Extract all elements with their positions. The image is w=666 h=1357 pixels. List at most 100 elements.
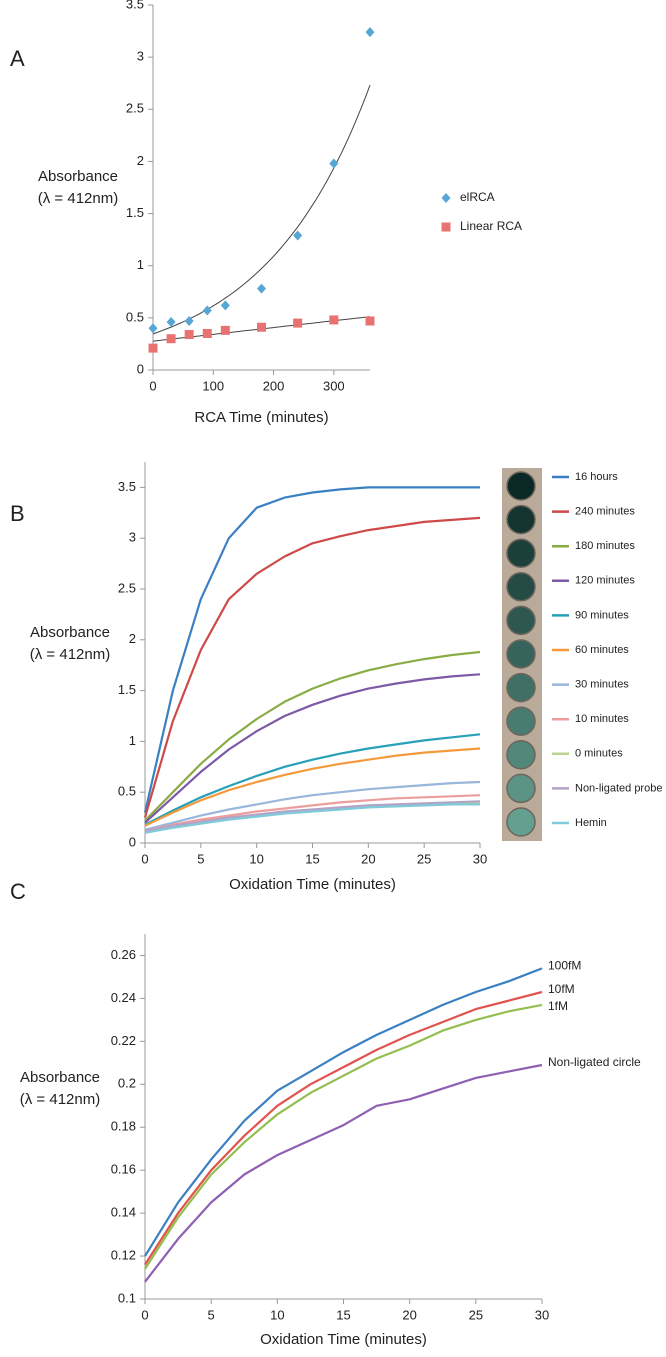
- y-tick-label: 3: [137, 49, 144, 64]
- y-tick-label: 2: [129, 631, 136, 646]
- point: [220, 325, 230, 335]
- y-tick-label: 0.5: [118, 784, 136, 799]
- y-tick-label: 1.5: [126, 205, 144, 220]
- legend-label: 90 minutes: [575, 609, 629, 621]
- y-tick-label: 0: [137, 361, 144, 376]
- line-end-label: Non-ligated circle: [548, 1055, 641, 1069]
- line: [144, 733, 481, 826]
- legend-label: 0 minutes: [575, 748, 623, 760]
- point: [184, 330, 194, 340]
- y-axis-label: Absorbance: [30, 624, 110, 641]
- point: [365, 316, 375, 326]
- x-axis-label: Oxidation Time (minutes): [260, 1331, 427, 1348]
- y-tick-label: 0.12: [111, 1247, 136, 1262]
- y-tick-label: 3: [129, 530, 136, 545]
- well: [506, 706, 536, 736]
- line: [144, 1003, 543, 1270]
- well: [506, 740, 536, 770]
- legend-marker: [441, 193, 451, 203]
- y-axis-label: Absorbance: [38, 168, 118, 185]
- legend-label: 180 minutes: [575, 540, 635, 552]
- x-tick-label: 20: [402, 1307, 416, 1322]
- line: [144, 747, 481, 827]
- point: [166, 334, 176, 344]
- well: [506, 605, 536, 636]
- point: [293, 230, 303, 241]
- y-tick-label: 2.5: [126, 101, 144, 116]
- x-tick-label: 25: [469, 1307, 483, 1322]
- y-axis-label: (λ = 412nm): [20, 1091, 100, 1108]
- y-tick-label: 1: [129, 733, 136, 748]
- panel-label: A: [10, 46, 25, 71]
- x-tick-label: 20: [361, 851, 375, 866]
- y-tick-label: 0: [129, 834, 136, 849]
- point: [329, 158, 339, 169]
- legend-label: 30 minutes: [575, 679, 629, 691]
- legend-label: 240 minutes: [575, 506, 635, 518]
- point: [202, 329, 212, 338]
- well: [506, 471, 536, 501]
- line: [144, 990, 543, 1266]
- y-tick-label: 2.5: [118, 580, 136, 595]
- x-axis-label: Oxidation Time (minutes): [229, 876, 396, 893]
- x-tick-label: 30: [473, 851, 487, 866]
- y-tick-label: 3.5: [126, 0, 144, 11]
- well: [506, 672, 536, 703]
- x-tick-label: 30: [535, 1307, 549, 1322]
- line: [144, 800, 481, 832]
- line: [144, 794, 481, 832]
- x-tick-label: 300: [323, 378, 345, 393]
- legend-marker: [441, 222, 451, 232]
- y-tick-label: 0.18: [111, 1119, 136, 1134]
- point: [220, 300, 230, 311]
- well: [506, 639, 536, 669]
- y-tick-label: 3.5: [118, 479, 136, 494]
- line: [144, 780, 481, 831]
- x-tick-label: 0: [141, 1307, 148, 1322]
- line: [144, 967, 543, 1257]
- legend-label: Hemin: [575, 817, 607, 829]
- y-axis-label: (λ = 412nm): [30, 646, 110, 663]
- y-axis-label: (λ = 412nm): [38, 190, 118, 207]
- legend-label: 60 minutes: [575, 644, 629, 656]
- x-tick-label: 5: [208, 1307, 215, 1322]
- panel-label: B: [10, 501, 25, 526]
- point: [148, 343, 158, 353]
- point: [202, 305, 212, 316]
- line-end-label: 10fM: [548, 982, 575, 996]
- y-tick-label: 0.1: [118, 1290, 136, 1305]
- line: [144, 673, 481, 824]
- legend-label: 120 minutes: [575, 575, 635, 587]
- point: [293, 318, 303, 328]
- y-tick-label: 1.5: [118, 682, 136, 697]
- y-tick-label: 0.16: [111, 1162, 136, 1177]
- point: [257, 283, 266, 294]
- y-tick-label: 0.24: [111, 990, 136, 1005]
- point: [329, 315, 339, 325]
- y-tick-label: 0.2: [118, 1076, 136, 1091]
- x-tick-label: 15: [336, 1307, 350, 1322]
- line-end-label: 100fM: [548, 959, 581, 973]
- x-tick-label: 5: [197, 851, 204, 866]
- legend-label: elRCA: [460, 190, 495, 204]
- x-tick-label: 10: [249, 851, 263, 866]
- well: [506, 504, 536, 535]
- x-tick-label: 15: [305, 851, 319, 866]
- x-tick-label: 0: [149, 378, 156, 393]
- point: [148, 323, 158, 334]
- line-end-label: 1fM: [548, 999, 568, 1013]
- panel-label: C: [10, 879, 26, 904]
- y-tick-label: 1: [137, 257, 144, 272]
- line: [144, 1063, 543, 1283]
- y-axis-label: Absorbance: [20, 1069, 100, 1086]
- well: [506, 807, 536, 837]
- point: [257, 322, 266, 332]
- x-tick-label: 0: [141, 851, 148, 866]
- x-tick-label: 200: [263, 378, 285, 393]
- legend-label: Linear RCA: [460, 219, 522, 233]
- point: [365, 27, 375, 38]
- y-tick-label: 0.5: [126, 309, 144, 324]
- y-tick-label: 2: [137, 153, 144, 168]
- legend-label: 16 hours: [575, 471, 618, 483]
